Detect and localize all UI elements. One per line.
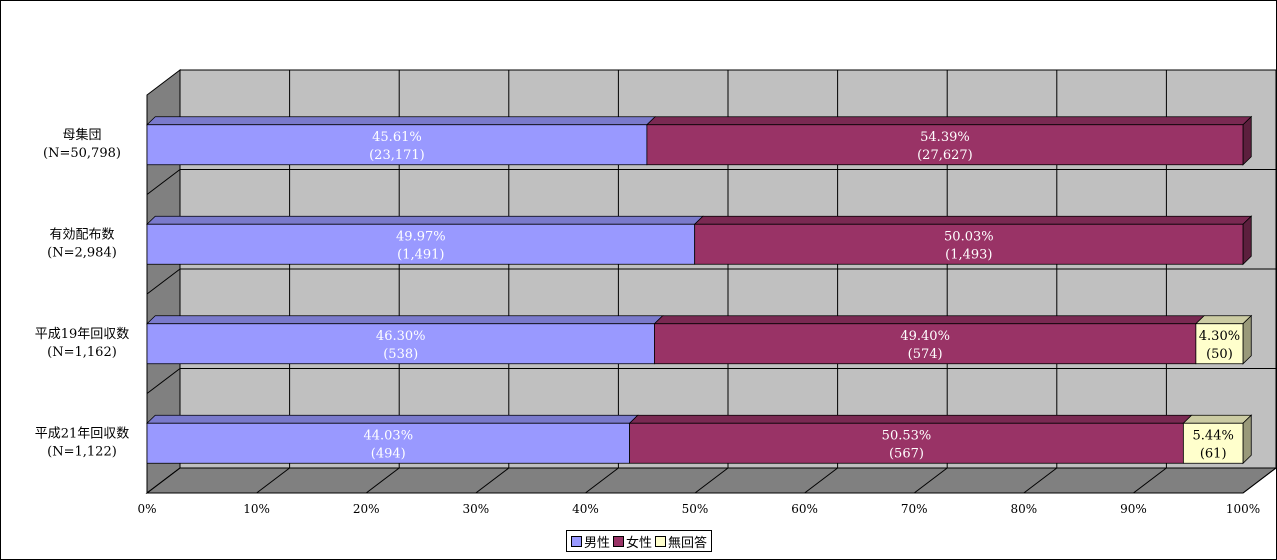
bar-side-series-2	[1242, 414, 1252, 465]
data-label-percent: 49.40%	[900, 329, 950, 344]
legend-swatch	[613, 535, 625, 547]
floor-gridline	[585, 467, 619, 494]
bar-series-1	[629, 422, 1184, 464]
data-label-count: (494)	[371, 446, 406, 461]
bar-series-1	[694, 223, 1244, 265]
legend-label: 男性	[584, 535, 611, 551]
floor-gridline	[256, 467, 290, 494]
floor-gridline	[913, 467, 948, 494]
x-tick-label: 50%	[682, 502, 709, 516]
x-tick-label: 90%	[1120, 502, 1147, 516]
side-gridline	[146, 268, 181, 295]
data-label-percent: 54.39%	[920, 130, 970, 145]
x-tick-label: 10%	[243, 502, 270, 516]
data-label-count: (1,493)	[945, 247, 992, 262]
side-gridline	[146, 169, 181, 195]
category-n-label: (N=50,798)	[43, 146, 121, 161]
floor-gridline	[365, 467, 400, 494]
data-label-count: (574)	[908, 347, 943, 362]
x-tick-label: 40%	[572, 502, 599, 516]
bar-top-series-0	[146, 315, 664, 325]
floor-gridline	[146, 467, 181, 494]
bar-side-series-2	[1242, 314, 1252, 365]
x-tick-label: 100%	[1226, 502, 1260, 516]
floor-gridline	[1023, 467, 1058, 494]
legend: 男性 女性 無回答	[566, 530, 713, 552]
floor-gridline	[475, 467, 510, 494]
bar-series-0	[146, 323, 655, 365]
data-label-percent: 5.44%	[1193, 428, 1234, 443]
floor-gridline	[804, 467, 838, 494]
legend-item: 無回答	[655, 532, 707, 551]
bar-series-2	[1195, 323, 1244, 365]
bar-top-series-0	[146, 414, 639, 424]
legend-swatch	[655, 535, 667, 547]
data-label-count: (50)	[1206, 347, 1233, 362]
legend-swatch	[571, 535, 582, 547]
x-tick-label: 0%	[137, 502, 156, 516]
x-tick-label: 70%	[901, 502, 928, 516]
data-label-percent: 50.03%	[944, 229, 994, 244]
category-label: 母集団	[62, 127, 101, 143]
data-label-percent: 46.30%	[376, 329, 426, 344]
bar-series-1	[654, 323, 1197, 365]
legend-label: 女性	[626, 535, 653, 551]
data-label-percent: 44.03%	[363, 428, 413, 443]
bar-top-series-2	[1194, 315, 1253, 325]
data-label-count: (1,491)	[397, 247, 444, 262]
category-label: 有効配布数	[49, 227, 114, 242]
data-label-percent: 4.30%	[1199, 329, 1240, 344]
floor-gridline	[1242, 467, 1277, 494]
data-label-count: (61)	[1200, 446, 1227, 461]
data-label-count: (538)	[383, 347, 418, 362]
category-n-label: (N=2,984)	[47, 245, 117, 260]
side-gridline	[146, 368, 181, 394]
floor-gridline	[1133, 467, 1167, 494]
x-tick-label: 20%	[353, 502, 380, 516]
category-n-label: (N=1,162)	[47, 345, 117, 360]
bar-top-series-1	[653, 315, 1206, 325]
data-label-percent: 50.53%	[882, 428, 932, 443]
floor-gridline	[694, 467, 729, 494]
category-label: 平成21年回収数	[35, 426, 130, 441]
data-label-count: (27,627)	[917, 148, 973, 163]
bar-top-series-1	[693, 215, 1253, 225]
bar-top-series-2	[1182, 414, 1253, 424]
category-label: 平成19年回収数	[35, 327, 130, 342]
legend-label: 無回答	[668, 535, 708, 551]
bar-series-0	[146, 422, 630, 464]
bar-series-1	[646, 124, 1244, 166]
x-tick-label: 30%	[462, 502, 489, 516]
bar-series-0	[146, 223, 696, 265]
bar-top-series-0	[146, 116, 657, 126]
bar-side-series-1	[1242, 215, 1252, 266]
data-label-percent: 49.97%	[396, 229, 446, 244]
data-label-percent: 45.61%	[372, 130, 422, 145]
bar-top-series-0	[146, 215, 704, 225]
x-tick-label: 80%	[1010, 502, 1037, 516]
category-n-label: (N=1,122)	[47, 444, 117, 459]
legend-item: 女性	[613, 532, 652, 551]
data-label-count: (23,171)	[369, 148, 425, 163]
x-tick-label: 60%	[791, 502, 818, 516]
bar-side-series-1	[1242, 115, 1252, 166]
bar-top-series-1	[628, 414, 1193, 424]
bar-top-series-1	[645, 116, 1253, 126]
data-label-count: (567)	[889, 446, 924, 461]
bar-series-2	[1182, 422, 1244, 464]
legend-item: 男性	[571, 532, 610, 551]
